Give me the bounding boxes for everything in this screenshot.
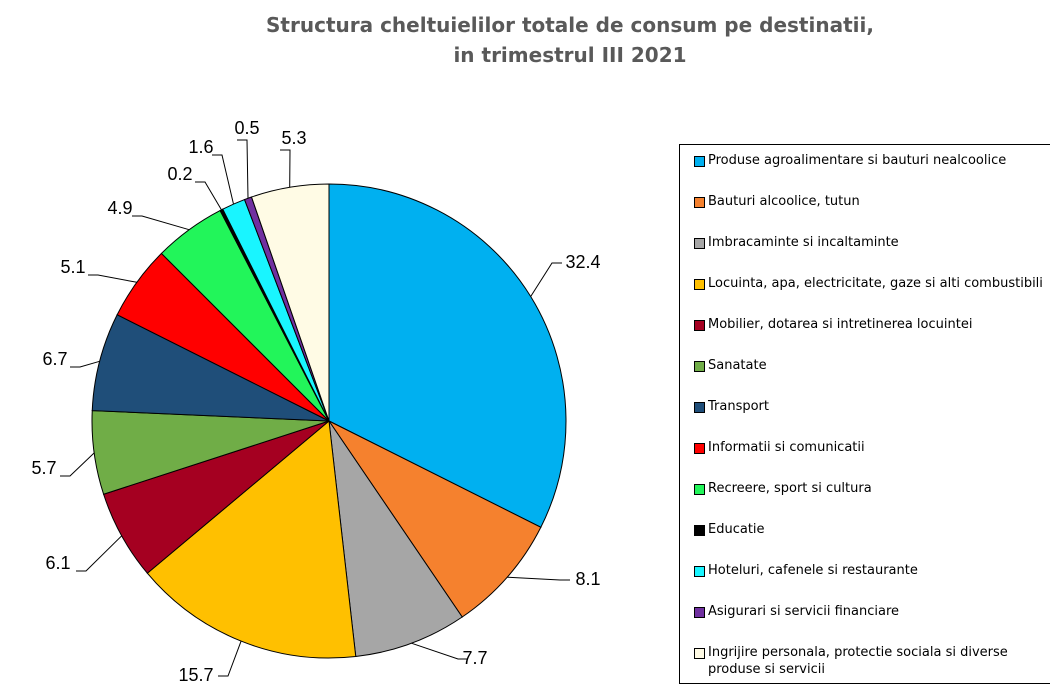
legend-item: Hoteluri, cafenele si restaurante	[694, 562, 1050, 580]
legend-label: Produse agroalimentare si bauturi nealco…	[708, 153, 1007, 168]
legend-swatch	[694, 402, 705, 413]
data-label: 0.5	[234, 118, 259, 138]
legend-swatch	[694, 525, 705, 536]
pie-slice	[327, 419, 542, 618]
legend-label: Hoteluri, cafenele si restaurante	[708, 563, 918, 578]
legend-label: Bauturi alcoolice, tutun	[708, 194, 860, 209]
legend-item: Ingrijire personala, protectie sociala s…	[694, 644, 1050, 677]
legend-swatch	[694, 279, 705, 290]
leader-line	[76, 535, 123, 572]
data-label: 32.4	[565, 252, 600, 272]
pie-slice	[328, 183, 567, 528]
data-label: 6.7	[42, 349, 67, 369]
legend-label: Imbracaminte si incaltaminte	[708, 235, 899, 250]
data-label: 5.1	[60, 257, 85, 277]
data-label: 8.1	[575, 569, 600, 589]
legend-label: Ingrijire personala, protectie sociala s…	[708, 645, 1008, 677]
legend-label: Locuinta, apa, electricitate, gaze si al…	[708, 276, 1043, 291]
legend-swatch	[694, 361, 705, 372]
legend-item: Asigurari si servicii financiare	[694, 603, 1050, 621]
legend-swatch	[694, 648, 705, 659]
legend-item: Educatie	[694, 521, 1050, 539]
data-label: 5.7	[31, 458, 56, 478]
legend-item: Recreere, sport si cultura	[694, 480, 1050, 498]
pie-slice	[250, 183, 330, 422]
legend-item: Transport	[694, 398, 1050, 416]
legend-label: Informatii si comunicatii	[708, 440, 865, 455]
legend-swatch	[694, 156, 705, 167]
data-label: 0.2	[167, 164, 192, 184]
legend-label: Sanatate	[708, 358, 767, 373]
leader-line	[218, 640, 242, 677]
chart-title-line-2: in trimestrul III 2021	[453, 43, 687, 67]
legend-item: Bauturi alcoolice, tutun	[694, 193, 1050, 211]
legend-swatch	[694, 197, 705, 208]
data-label: 5.3	[281, 128, 306, 148]
data-label: 4.9	[107, 198, 132, 218]
leader-line	[70, 360, 100, 368]
leader-line	[88, 274, 137, 283]
leader-line	[132, 215, 190, 231]
leader-line	[195, 181, 222, 211]
leader-line	[507, 576, 570, 581]
legend-swatch	[694, 484, 705, 495]
legend-item: Imbracaminte si incaltaminte	[694, 234, 1050, 252]
legend-item: Mobilier, dotarea si intretinerea locuin…	[694, 316, 1050, 334]
legend-item: Produse agroalimentare si bauturi nealco…	[694, 152, 1050, 170]
legend-swatch	[694, 607, 705, 618]
legend-label: Recreere, sport si cultura	[708, 481, 872, 496]
pie-slice	[146, 420, 357, 659]
legend-label: Educatie	[708, 522, 765, 537]
pie-chart: 32.4 8.1 7.7 15.7 6.1 5.7 6.7 5.1 4.9 0.2 1.6 0.5 5.…	[31, 118, 600, 685]
data-label: 6.1	[45, 553, 70, 573]
legend-item: Locuinta, apa, electricitate, gaze si al…	[694, 275, 1050, 293]
legend-label: Asigurari si servicii financiare	[708, 604, 900, 619]
data-label: 1.6	[188, 137, 213, 157]
leader-line	[212, 154, 234, 205]
legend-label: Mobilier, dotarea si intretinerea locuin…	[708, 317, 973, 332]
chart-title-line-1: Structura cheltuielilor totale de consum…	[266, 13, 874, 37]
leader-line	[237, 139, 249, 199]
legend-label: Transport	[708, 399, 770, 414]
leader-line	[280, 149, 291, 188]
data-label: 15.7	[178, 665, 213, 685]
legend-item: Sanatate	[694, 357, 1050, 375]
leader-line	[530, 262, 562, 297]
legend-swatch	[694, 320, 705, 331]
legend-swatch	[694, 566, 705, 577]
data-label: 7.7	[462, 648, 487, 668]
legend: Produse agroalimentare si bauturi nealco…	[679, 144, 1050, 684]
legend-swatch	[694, 443, 705, 454]
leader-line	[411, 642, 468, 660]
leader-line	[60, 452, 95, 477]
chart-title: Structura cheltuielilor totale de consum…	[160, 10, 980, 70]
pie-slice	[328, 420, 463, 658]
legend-item: Informatii si comunicatii	[694, 439, 1050, 457]
legend-swatch	[694, 238, 705, 249]
